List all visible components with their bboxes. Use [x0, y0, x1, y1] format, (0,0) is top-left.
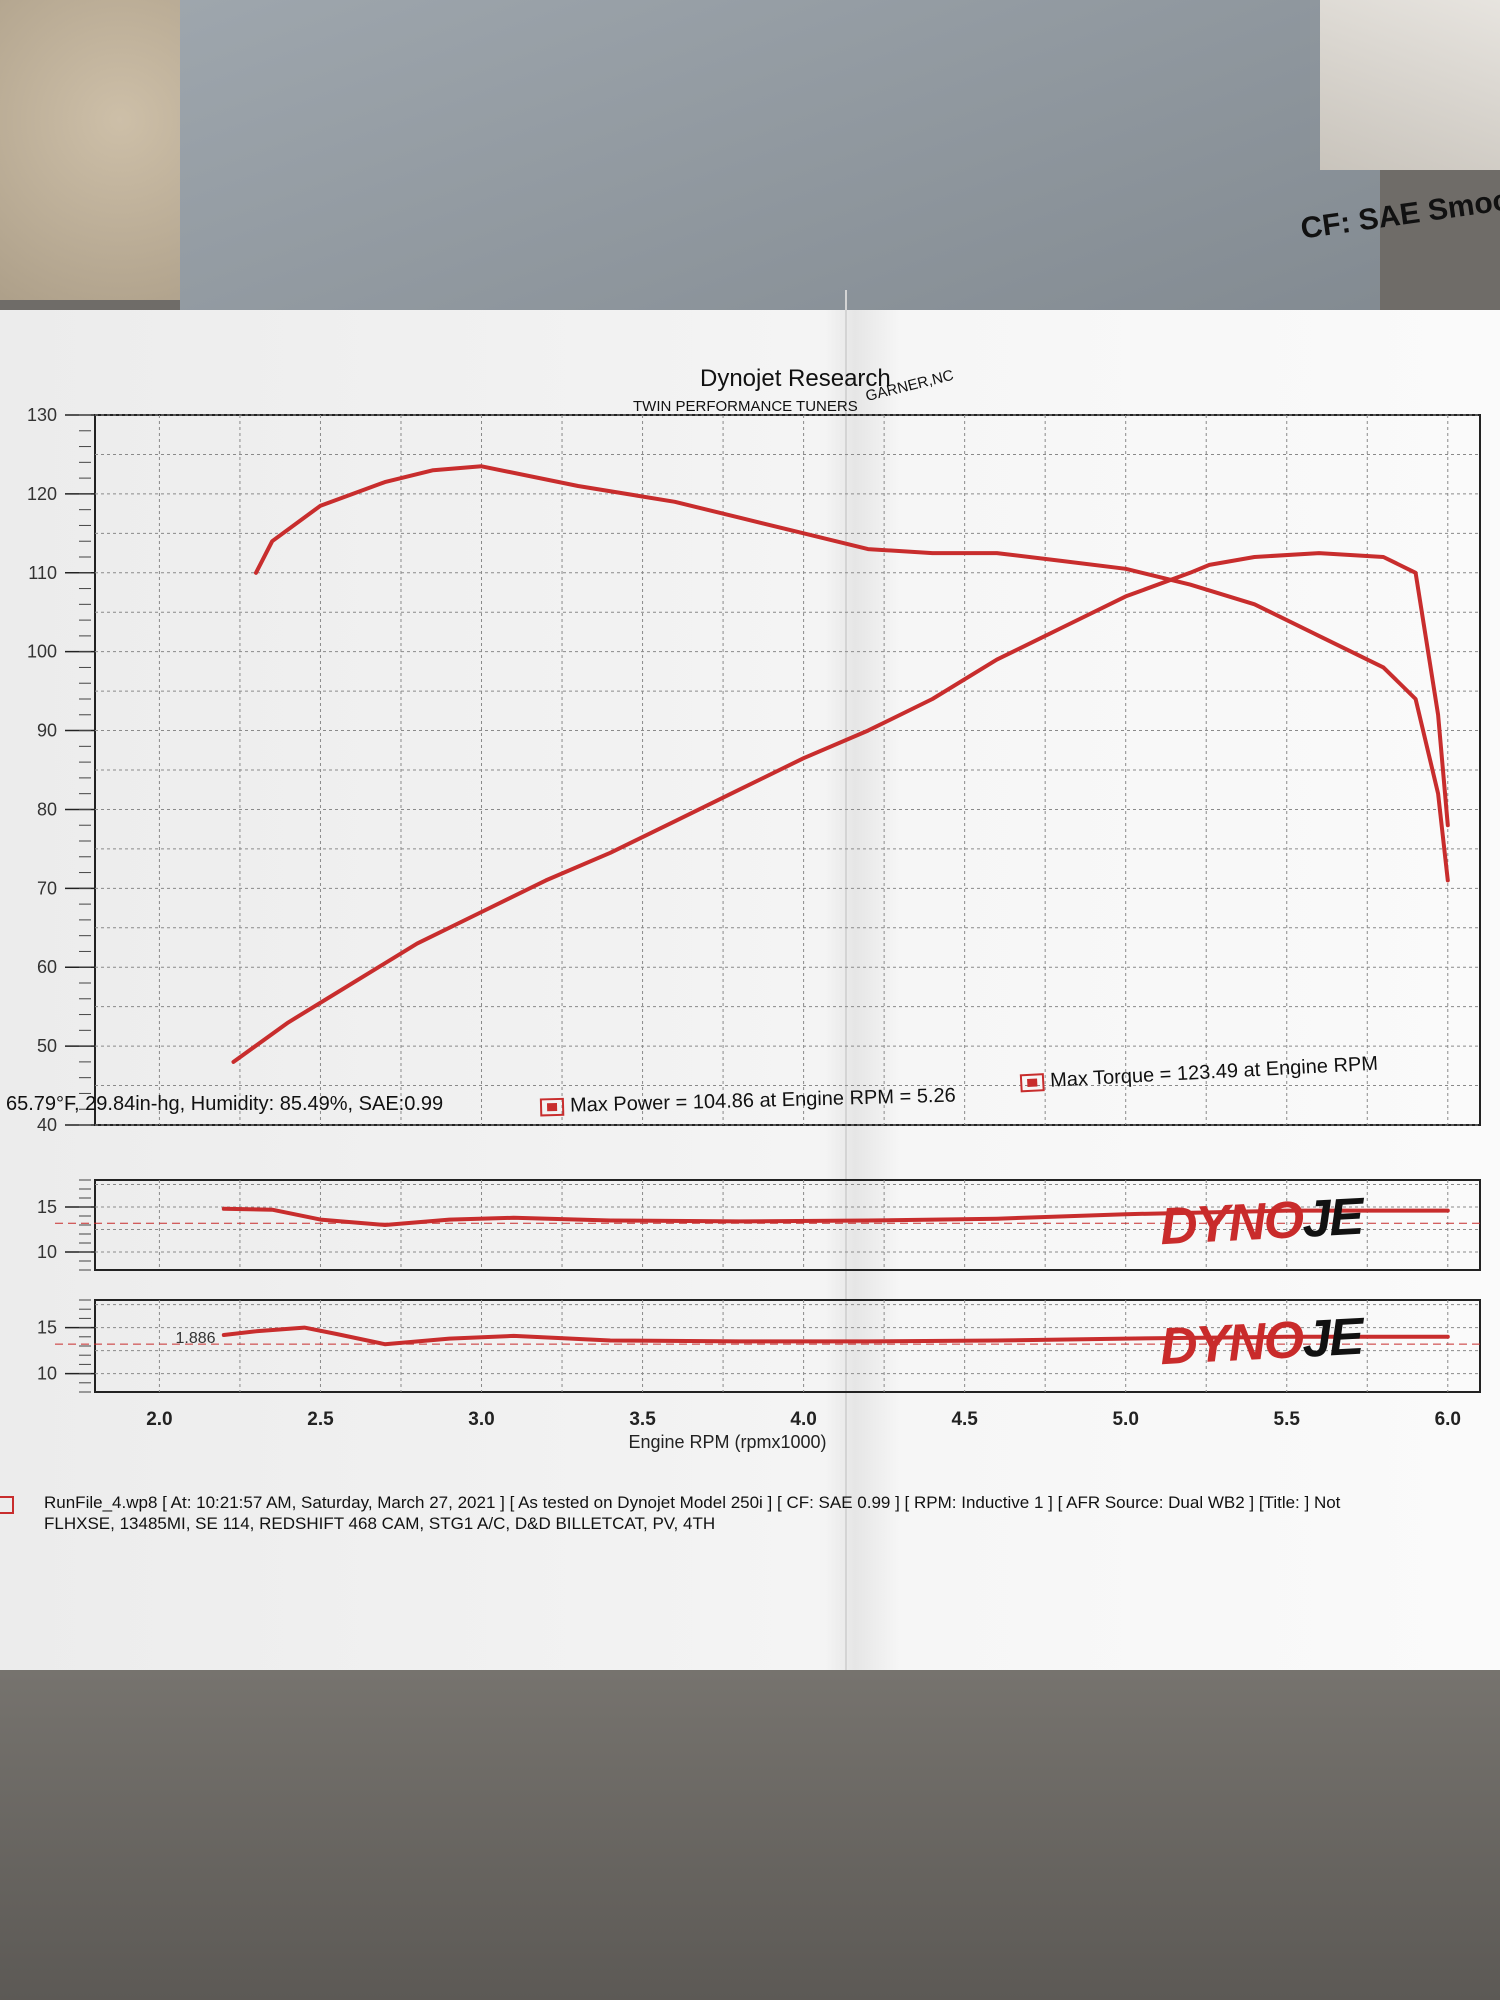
- y-tick-label: 120: [27, 484, 57, 504]
- table-surface: [0, 1660, 1500, 2000]
- panel-2-frame: [94, 1179, 1481, 1271]
- dynojet-logo-1: DYNOJE: [1158, 1187, 1364, 1257]
- x-tick-label: 6.0: [1435, 1409, 1461, 1430]
- x-axis-label: Engine RPM (rpmx1000): [628, 1432, 826, 1452]
- afr-curve-2: [221, 1325, 1450, 1347]
- panel-3-frame: [94, 1299, 1481, 1393]
- x-tick-label: 4.0: [790, 1409, 816, 1430]
- y-tick-label: 100: [27, 642, 57, 662]
- footer-runfile: RunFile_4.wp8 [ At: 10:21:57 AM, Saturda…: [44, 1493, 1341, 1512]
- afr-curve-1: [221, 1206, 1450, 1227]
- torque-legend-swatch: [1019, 1072, 1045, 1093]
- fabric-corner: [1320, 0, 1500, 170]
- dyno-printout: [0, 310, 1500, 1670]
- x-tick-label: 4.5: [951, 1409, 978, 1430]
- y-tick-label: 130: [27, 405, 57, 425]
- y-tick-label: 50: [37, 1036, 57, 1056]
- dynojet-logo-2: DYNOJE: [1158, 1307, 1364, 1377]
- y-tick-label: 60: [37, 957, 57, 977]
- x-tick-label: 5.5: [1274, 1409, 1301, 1430]
- y-tick-label: 10: [37, 1242, 57, 1262]
- conditions-text: 65.79°F, 29.84in-hg, Humidity: 85.49%, S…: [6, 1093, 444, 1115]
- x-tick-label: 3.5: [629, 1409, 656, 1430]
- y-tick-label: 15: [37, 1197, 57, 1217]
- x-tick-label: 3.0: [468, 1409, 494, 1430]
- y-tick-label: 10: [37, 1364, 57, 1384]
- power-legend-swatch: [539, 1097, 565, 1117]
- fabric-background: [180, 0, 1380, 330]
- x-tick-label: 2.0: [146, 1409, 172, 1430]
- y-tick-label: 90: [37, 721, 57, 741]
- paper-fold: [845, 290, 847, 1670]
- footer-bike-spec: FLHXSE, 13485MI, SE 114, REDSHIFT 468 CA…: [44, 1514, 716, 1533]
- max-power-curve: [231, 551, 1450, 1064]
- max-torque-curve: [254, 464, 1450, 883]
- y-tick-label: 15: [37, 1318, 57, 1338]
- y-tick-label: 70: [37, 878, 57, 898]
- y-tick-label: 40: [37, 1115, 57, 1135]
- x-tick-label: 2.5: [307, 1409, 334, 1430]
- shop-name: TWIN PERFORMANCE TUNERS: [633, 398, 858, 415]
- y-tick-label: 80: [37, 799, 57, 819]
- footer-legend-swatch: [0, 1496, 14, 1514]
- x-tick-label: 5.0: [1112, 1409, 1138, 1430]
- company-name: Dynojet Research: [700, 365, 891, 392]
- afr-annotation: 1.886: [176, 1330, 216, 1347]
- y-tick-label: 110: [28, 563, 57, 583]
